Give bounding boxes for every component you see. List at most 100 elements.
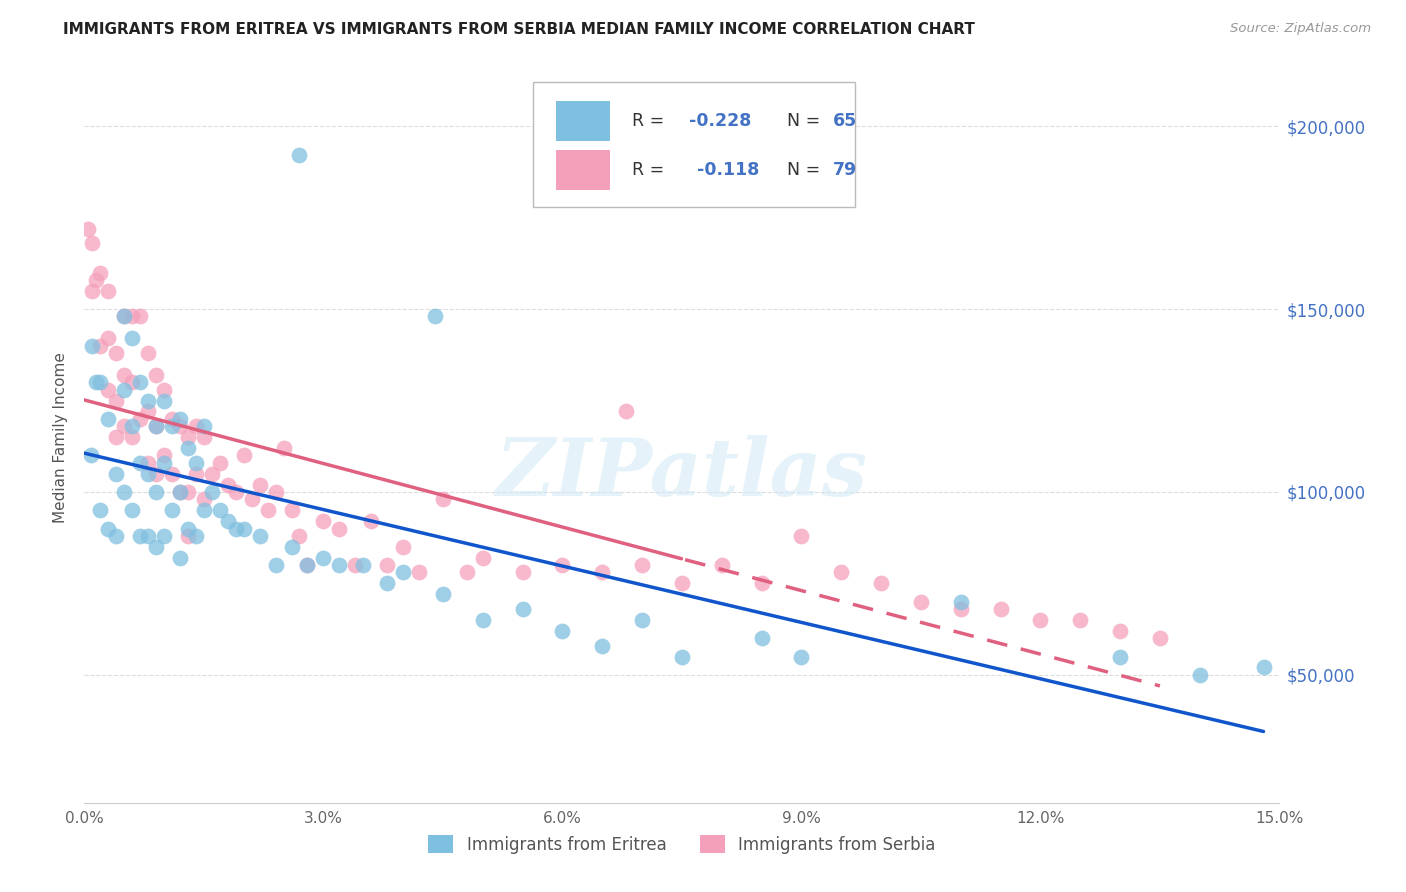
Point [232, 521, 254, 535]
Point [328, 521, 350, 535]
Point [153, 456, 176, 470]
Point [551, 558, 574, 573]
Point [328, 558, 350, 573]
Point [121, 419, 143, 434]
Point [169, 484, 191, 499]
Point [177, 441, 200, 455]
Point [112, 310, 135, 324]
Point [225, 484, 247, 499]
Point [80, 448, 103, 462]
Point [160, 419, 183, 434]
Point [280, 540, 302, 554]
Point [830, 566, 852, 580]
Point [201, 484, 224, 499]
Point [471, 550, 494, 565]
Point [614, 404, 637, 418]
Point [177, 521, 200, 535]
Point [112, 310, 135, 324]
Point [153, 383, 176, 397]
Point [121, 375, 143, 389]
Point [631, 558, 654, 573]
Point [97, 284, 120, 298]
Point [129, 310, 152, 324]
Point [352, 558, 374, 573]
Y-axis label: Median Family Income: Median Family Income [53, 351, 69, 523]
Point [145, 419, 167, 434]
Point [360, 514, 382, 528]
Point [86, 273, 108, 287]
Point [77, 221, 100, 235]
Point [121, 310, 143, 324]
Point [392, 540, 415, 554]
Point [225, 521, 247, 535]
Point [136, 404, 159, 418]
Point [153, 529, 176, 543]
Point [145, 540, 167, 554]
Point [375, 558, 398, 573]
Point [145, 419, 167, 434]
Point [264, 558, 287, 573]
Point [184, 467, 207, 481]
Point [208, 456, 231, 470]
Point [273, 441, 295, 455]
Point [121, 503, 143, 517]
Point [112, 484, 135, 499]
Point [1069, 613, 1091, 627]
Point [751, 632, 773, 646]
Point [949, 594, 972, 608]
Point [112, 383, 135, 397]
Point [193, 419, 215, 434]
Point [136, 393, 159, 408]
Text: N =: N = [787, 161, 825, 178]
Point [910, 594, 932, 608]
Point [392, 566, 415, 580]
Point [671, 576, 693, 591]
Point [208, 503, 231, 517]
Point [136, 346, 159, 360]
Point [145, 467, 167, 481]
Point [136, 456, 159, 470]
Point [631, 613, 654, 627]
Point [177, 430, 200, 444]
FancyBboxPatch shape [557, 150, 610, 190]
Point [432, 587, 454, 601]
Point [423, 310, 446, 324]
Point [121, 331, 143, 345]
Point [129, 411, 152, 425]
Text: Source: ZipAtlas.com: Source: ZipAtlas.com [1230, 22, 1371, 36]
Point [169, 419, 191, 434]
Point [751, 576, 773, 591]
Text: 65: 65 [832, 112, 856, 129]
Point [97, 411, 120, 425]
Point [249, 477, 271, 491]
Text: N =: N = [787, 112, 825, 129]
Point [97, 521, 120, 535]
Point [249, 529, 271, 543]
Point [105, 529, 128, 543]
Point [89, 338, 111, 352]
Point [129, 529, 152, 543]
Point [1149, 632, 1171, 646]
Point [193, 503, 215, 517]
Point [990, 602, 1012, 616]
Point [288, 529, 311, 543]
Point [129, 375, 152, 389]
Point [949, 602, 972, 616]
Point [169, 550, 191, 565]
Point [112, 368, 135, 382]
Point [870, 576, 893, 591]
Point [153, 393, 176, 408]
Text: ZIPatlas: ZIPatlas [496, 435, 868, 512]
Point [89, 503, 111, 517]
Point [121, 430, 143, 444]
Point [184, 419, 207, 434]
Point [82, 236, 104, 251]
Point [456, 566, 478, 580]
Point [1109, 649, 1132, 664]
Point [153, 448, 176, 462]
Point [201, 467, 224, 481]
Point [97, 383, 120, 397]
Point [105, 393, 128, 408]
Point [240, 492, 263, 507]
Point [280, 503, 302, 517]
